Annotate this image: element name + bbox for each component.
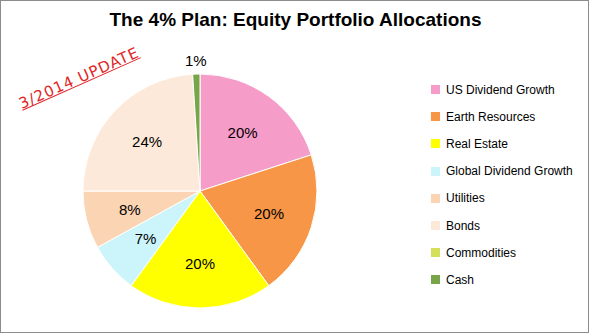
html-text:Bonds: Bonds xyxy=(446,218,480,233)
svg-text:1%: 1% xyxy=(185,52,207,69)
html-text:3/2014 UPDATE: 3/2014 UPDATE xyxy=(16,43,142,113)
html-text:Utilities: Utilities xyxy=(446,191,485,206)
html-text:Cash: Cash xyxy=(446,272,474,287)
svg-text:20%: 20% xyxy=(254,205,284,222)
html-text:Global Dividend Growth: Global Dividend Growth xyxy=(446,164,573,179)
html-text:The 4% Plan: Equity Portfolio: The 4% Plan: Equity Portfolio Allocation… xyxy=(109,9,482,30)
svg-text:8%: 8% xyxy=(119,201,141,218)
svg-text:20%: 20% xyxy=(185,255,215,272)
svg-text:24%: 24% xyxy=(132,133,162,150)
svg-text:7%: 7% xyxy=(135,230,157,247)
html-text:US Dividend Growth: US Dividend Growth xyxy=(446,82,555,97)
html-text:Commodities: Commodities xyxy=(446,245,516,260)
html-text:Real Estate: Real Estate xyxy=(446,137,508,151)
svg-text:20%: 20% xyxy=(228,124,258,141)
html-text:Earth Resources: Earth Resources xyxy=(446,109,536,124)
